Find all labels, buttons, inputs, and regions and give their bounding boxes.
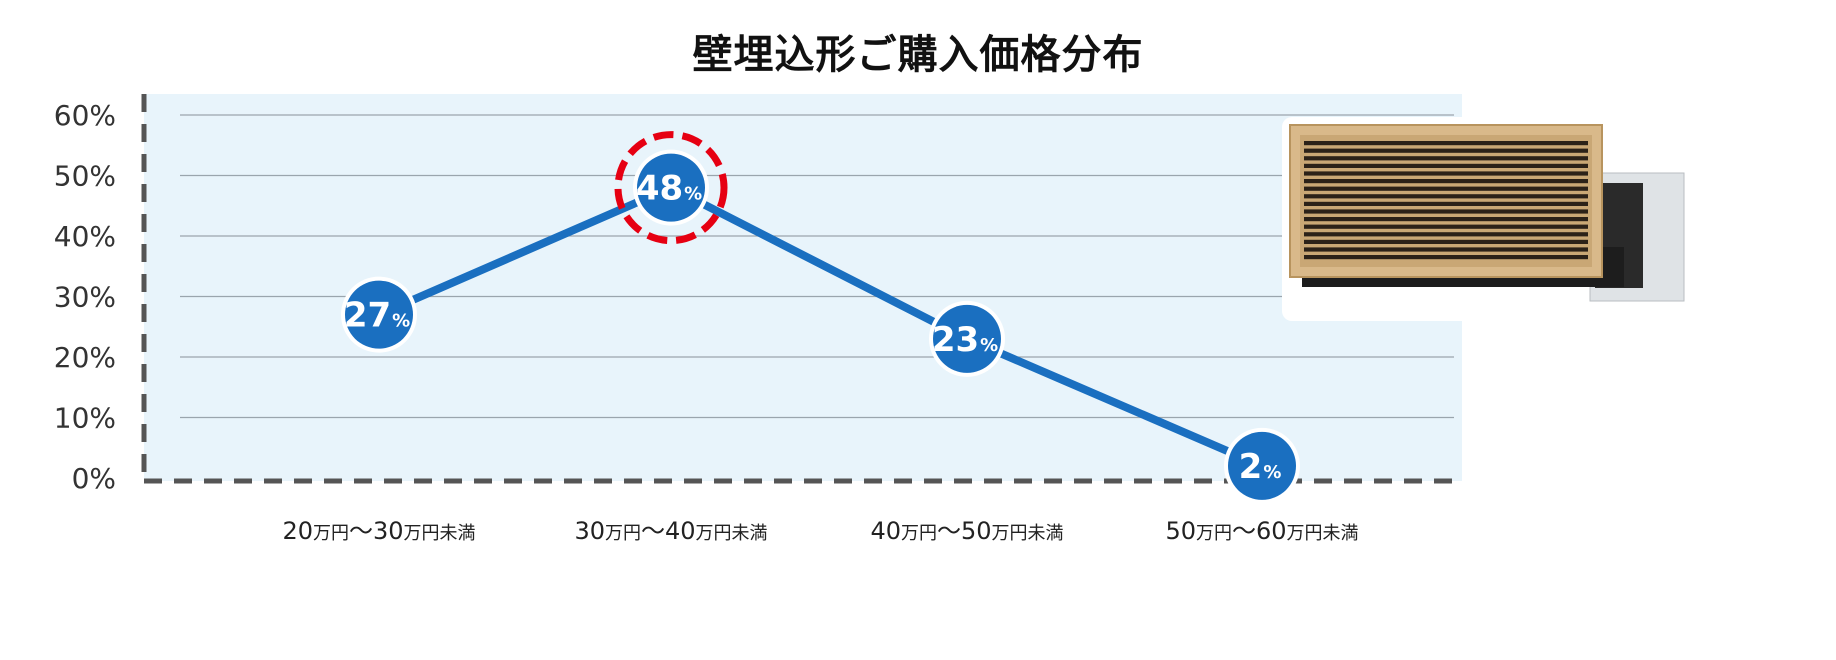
axes bbox=[141, 94, 1462, 484]
x-tick-label: 30万円〜40万円未満 bbox=[574, 517, 767, 545]
x-tick-label: 50万円〜60万円未満 bbox=[1165, 517, 1358, 545]
y-tick-label: 60% bbox=[54, 99, 116, 132]
x-tick-labels: 20万円〜30万円未満 30万円〜40万円未満 40万円〜50万円未満 50万円〜60… bbox=[282, 517, 1358, 545]
y-tick-label: 0% bbox=[72, 462, 116, 495]
marker-circle bbox=[933, 304, 1001, 373]
marker-circle bbox=[345, 280, 413, 349]
marker-circle bbox=[637, 153, 705, 222]
data-point: 2% bbox=[1224, 427, 1300, 504]
x-tick-label: 40万円〜50万円未満 bbox=[870, 517, 1063, 545]
data-label: 23% bbox=[932, 320, 998, 360]
y-tick-label: 40% bbox=[54, 220, 116, 253]
y-tick-label: 30% bbox=[54, 281, 116, 314]
y-tick-label: 20% bbox=[54, 341, 116, 374]
y-tick-labels: 0% 10% 20% 30% 40% 50% 60% bbox=[54, 99, 116, 495]
y-tick-label: 10% bbox=[54, 402, 116, 435]
series-line bbox=[377, 183, 1264, 470]
data-label: 27% bbox=[344, 296, 410, 336]
data-markers: 27% 48% 23% 2% bbox=[341, 131, 1300, 504]
x-tick-label: 20万円〜30万円未満 bbox=[282, 517, 475, 545]
marker-circle bbox=[1228, 431, 1296, 500]
series-line-path bbox=[377, 183, 1264, 470]
data-label: 48% bbox=[636, 169, 702, 209]
data-label: 2% bbox=[1239, 447, 1282, 487]
highlight-ring bbox=[614, 131, 728, 245]
data-point: 48% bbox=[614, 131, 728, 245]
data-point: 27% bbox=[341, 276, 417, 353]
chart-title: 壁埋込形ご購入価格分布 bbox=[692, 32, 1144, 78]
air-conditioner-image bbox=[1282, 117, 1690, 321]
data-point: 23% bbox=[929, 300, 1005, 377]
plot-background bbox=[144, 94, 1462, 481]
y-tick-label: 50% bbox=[54, 160, 116, 193]
